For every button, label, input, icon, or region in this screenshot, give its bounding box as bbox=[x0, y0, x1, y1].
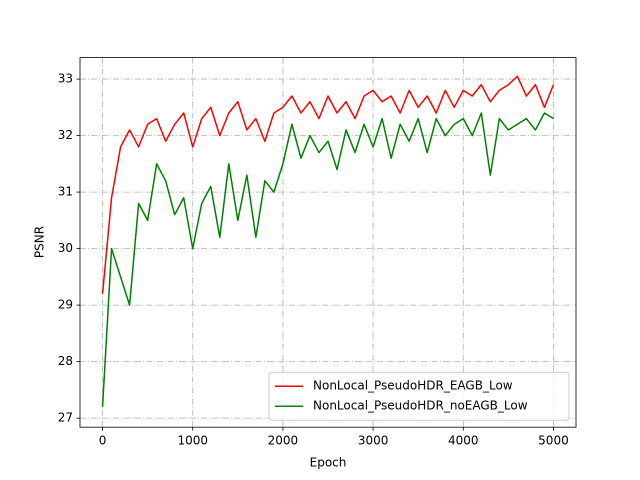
x-tick-label: 1000 bbox=[177, 434, 208, 448]
legend-box bbox=[268, 371, 570, 421]
y-tick-label: 31 bbox=[58, 185, 73, 199]
x-tick-label: 2000 bbox=[268, 434, 299, 448]
legend-label: NonLocal_PseudoHDR_EAGB_Low bbox=[313, 379, 513, 393]
y-tick-label: 30 bbox=[58, 241, 73, 255]
x-tick-label: 3000 bbox=[358, 434, 389, 448]
x-tick-label: 4000 bbox=[448, 434, 479, 448]
series-line bbox=[101, 112, 554, 407]
y-tick-label: 32 bbox=[58, 128, 73, 142]
x-tick-label: 0 bbox=[99, 434, 107, 448]
x-axis-label: Epoch bbox=[310, 456, 347, 470]
y-tick-label: 33 bbox=[58, 72, 73, 86]
y-tick-label: 27 bbox=[58, 411, 73, 425]
y-axis-label: PSNR bbox=[33, 226, 47, 258]
plot-frame bbox=[79, 57, 577, 428]
x-tick-label: 5000 bbox=[538, 434, 569, 448]
legend-label: NonLocal_PseudoHDR_noEAGB_Low bbox=[313, 399, 528, 413]
series-line bbox=[101, 75, 555, 294]
y-tick-label: 28 bbox=[58, 354, 73, 368]
y-tick-label: 29 bbox=[58, 298, 73, 312]
